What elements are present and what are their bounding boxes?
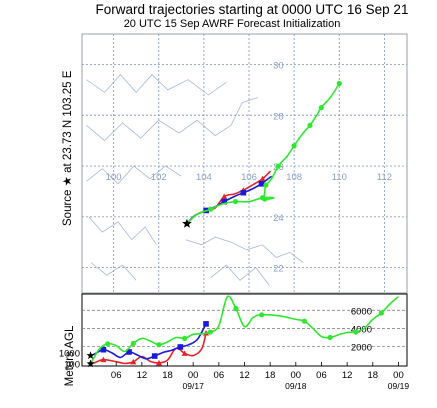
time-tick-label: 06 [316,370,327,381]
height-frame [81,293,408,367]
chart-title: Forward trajectories starting at 0000 UT… [96,2,409,17]
blue-square-marker [177,344,184,350]
green-circle-marker [259,312,265,318]
time-tick-label: 12 [342,370,353,381]
time-tick-label: 12 [137,370,148,381]
source-star-icon [182,218,192,228]
height-left-tick-label: 100 [64,360,80,371]
green-circle-marker [262,196,268,202]
time-tick-label: 00 [188,370,199,381]
blue-square-marker [203,321,209,327]
blue-square-marker [221,198,227,205]
height-source-star-icon [86,359,95,368]
red-height-line [90,332,207,365]
longitude-tick-label: 108 [286,172,302,183]
blue-square-marker [258,181,265,187]
chart-subtitle: 20 UTC 15 Sep AWRF Forecast Initializati… [124,18,341,30]
green-circle-marker [207,329,213,335]
green-circle-marker [307,122,313,129]
time-tick-label: 06 [214,370,225,381]
border-line [210,264,270,286]
green-circle-marker [275,163,281,169]
green-circle-marker [232,198,239,205]
green-circle-marker [301,318,307,324]
height-source-star-icon [86,351,95,359]
green-circle-marker [208,206,214,212]
red-triangle-marker [100,356,107,363]
map-panel: 2224262830100102104106108110112 [81,33,408,294]
height-axis-label: Meters AGL [64,325,76,386]
time-tick-label: 12 [239,370,250,381]
latitude-tick-label: 22 [273,264,284,275]
green-circle-marker [105,341,111,347]
latitude-tick-label: 24 [273,213,284,224]
date-label: 09/18 [285,381,307,391]
source-label: Source ★ at 23.73 N 103.25 E [62,70,74,226]
time-tick-label: 00 [393,370,404,381]
map-frame [81,33,408,294]
date-label: 09/19 [388,381,410,391]
blue-square-marker [151,353,158,359]
green-circle-marker [336,80,342,87]
green-circle-marker [327,334,333,341]
time-tick-label: 18 [265,370,276,381]
longitude-tick-label: 104 [196,172,212,183]
time-tick-label: 00 [291,370,302,381]
border-line [88,216,157,246]
height-right-tick-label: 2000 [351,343,372,354]
border-line [86,97,259,142]
latitude-tick-label: 30 [273,60,284,71]
blue-square-marker [126,349,132,355]
time-tick-label: 18 [368,370,379,381]
green-circle-marker [353,329,359,335]
green-circle-marker [156,342,162,348]
border-line [86,165,182,185]
green-circle-marker [318,105,324,111]
date-label: 09/17 [183,381,205,391]
red-triangle-marker [181,350,188,356]
border-line [90,262,137,281]
latitude-tick-label: 28 [273,111,284,122]
height-right-tick-label: 6000 [351,306,372,317]
time-tick-label: 06 [111,370,122,381]
blue-square-marker [100,346,107,353]
green-circle-marker [291,143,297,149]
longitude-tick-label: 100 [106,172,122,183]
time-tick-label: 18 [162,370,173,381]
red-triangle-marker [259,175,266,182]
green-circle-marker [182,335,188,341]
green-circle-marker [233,305,239,312]
longitude-tick-label: 112 [377,172,392,183]
border-line [86,73,227,96]
longitude-tick-label: 106 [241,172,257,183]
green-circle-marker [263,182,269,188]
longitude-tick-label: 110 [332,172,347,183]
green-circle-marker [378,310,384,316]
red-triangle-marker [221,193,228,200]
red-triangle-marker [155,359,162,366]
longitude-tick-label: 102 [151,172,167,183]
green-circle-marker [130,340,136,346]
border-line [185,236,304,263]
height-left-tick-label: 1000 [59,349,80,360]
blue-square-marker [240,189,247,196]
red-triangle-marker [130,358,137,365]
